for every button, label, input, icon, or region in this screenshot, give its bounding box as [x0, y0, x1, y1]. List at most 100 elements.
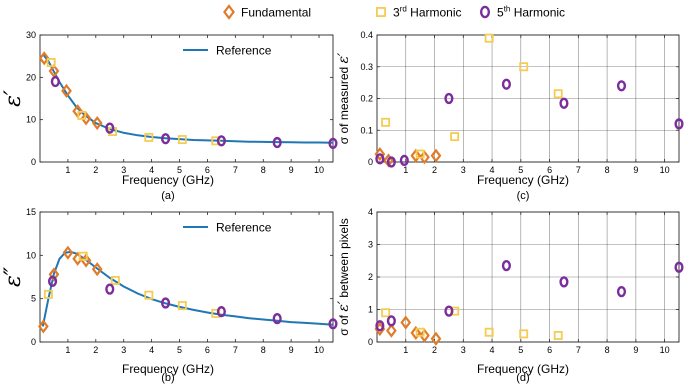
data-point-square	[553, 331, 563, 340]
data-point-circle	[386, 156, 396, 168]
data-point-circle	[328, 137, 338, 149]
data-point-square	[77, 110, 87, 120]
x-tick-label: 7	[233, 165, 238, 175]
data-point-diamond	[91, 115, 103, 131]
data-point-square	[519, 329, 529, 339]
data-point-square	[381, 308, 391, 318]
x-tick-label: 2	[432, 345, 437, 355]
x-tick-label: 10	[660, 345, 670, 355]
data-point-square	[484, 327, 494, 337]
panel-subcaption: (b)	[161, 372, 174, 384]
x-tick-label: 3	[121, 345, 126, 355]
x-tick-label: 7	[576, 345, 581, 355]
y-tick-label: 20	[26, 72, 36, 82]
x-tick-label: 6	[547, 345, 552, 355]
data-point-circle	[375, 320, 385, 332]
data-point-square	[415, 327, 425, 337]
x-tick-label: 9	[633, 165, 638, 175]
x-axis-label: Frequency (GHz)	[477, 173, 569, 187]
data-point-diamond	[91, 262, 103, 277]
data-point-square	[211, 136, 221, 146]
x-tick-label: 7	[576, 165, 581, 175]
x-tick-label: 1	[65, 345, 70, 355]
y-tick-label: 30	[26, 30, 36, 40]
y-tick-label: 15	[26, 207, 36, 217]
x-tick-label: 5	[518, 165, 523, 175]
x-tick-label: 2	[93, 345, 98, 355]
data-point-circle	[399, 154, 409, 167]
x-tick-label: 7	[233, 345, 238, 355]
data-point-circle	[216, 306, 226, 318]
data-point-circle	[105, 122, 115, 134]
y-tick-label: 0	[31, 157, 36, 167]
data-point-circle	[161, 297, 171, 309]
data-point-diamond	[374, 146, 386, 162]
data-point-circle	[50, 75, 60, 88]
chart-panel-2: 1 2 3 4 5 6 7 8 9 10 0 0.1 0.2 0.3 0.4 Frequency (GHz) (…	[336, 30, 684, 202]
y-tick-label: 4	[368, 207, 373, 217]
data-point-circle	[674, 118, 684, 130]
reference-legend-label: Reference	[216, 44, 272, 58]
data-point-square	[43, 289, 53, 299]
data-point-square	[519, 62, 529, 72]
axes-frame	[39, 211, 334, 343]
panel-subcaption: (d)	[516, 372, 529, 384]
y-tick-label: 0.4	[360, 30, 373, 40]
data-point-square	[450, 132, 460, 142]
legend-label-2: 5th Harmonic	[497, 5, 565, 20]
legend-marker-square	[376, 7, 386, 17]
x-tick-label: 3	[461, 165, 466, 175]
x-axis-label: Frequency (GHz)	[122, 362, 214, 376]
y-tick-label: 0	[31, 337, 36, 347]
data-point-circle	[386, 315, 396, 327]
chart-panel-1: 1 2 3 4 5 6 7 8 9 10 0 5 10 15 Frequency (GHz)(b) ε″ Ref…	[1, 207, 338, 384]
data-point-circle	[328, 318, 338, 330]
data-point-diamond	[410, 325, 422, 340]
x-tick-label: 4	[149, 345, 154, 355]
y-tick-label: 0.2	[360, 94, 373, 104]
data-point-square	[144, 290, 154, 300]
y-axis-label: σ of ε′ between pixels	[336, 218, 352, 336]
legend-label-0: Fundamental	[241, 6, 311, 20]
data-point-square	[78, 251, 88, 261]
data-point-diamond	[410, 148, 422, 163]
data-point-circle	[161, 133, 171, 145]
data-point-circle	[559, 97, 569, 109]
data-point-square	[553, 89, 563, 99]
chart-panel-3: 1 2 3 4 5 6 7 8 9 10 0 1 2 3 4 Frequency (GHz)(d) σ of ε…	[336, 207, 684, 384]
data-point-circle	[444, 305, 454, 317]
data-point-diamond	[38, 51, 50, 66]
x-tick-label: 6	[547, 165, 552, 175]
y-tick-label: 3	[368, 240, 373, 250]
x-tick-label: 6	[205, 345, 210, 355]
data-point-square	[144, 132, 154, 142]
y-tick-label: 10	[26, 115, 36, 125]
data-point-diamond	[61, 83, 72, 98]
data-point-square	[484, 33, 494, 43]
data-point-diamond	[80, 111, 92, 126]
data-point-diamond	[430, 331, 442, 346]
data-point-diamond	[419, 328, 430, 343]
data-point-circle	[616, 80, 627, 92]
data-point-diamond	[62, 245, 74, 260]
data-point-circle	[674, 261, 684, 273]
panel-subcaption: (a)	[161, 190, 174, 202]
x-tick-label: 1	[403, 165, 408, 175]
axes-frame	[39, 34, 334, 163]
x-tick-label: 9	[633, 345, 638, 355]
data-point-diamond	[48, 267, 60, 282]
y-tick-label: 10	[26, 250, 36, 260]
x-tick-label: 10	[660, 165, 670, 175]
chart-panel-0: 1 2 3 4 5 6 7 8 9 10 0 10 20 30 Frequency (GHz) (a) ε′ Re…	[1, 30, 338, 202]
x-axis-label: Frequency (GHz)	[122, 173, 214, 187]
x-tick-label: 10	[314, 345, 324, 355]
data-point-diamond	[37, 319, 49, 334]
x-tick-label: 2	[432, 165, 437, 175]
data-point-circle	[272, 312, 282, 325]
y-tick-label: 0.1	[360, 125, 373, 135]
y-tick-label: 0	[368, 157, 373, 167]
x-tick-label: 10	[314, 165, 324, 175]
x-tick-label: 4	[490, 165, 495, 175]
x-tick-label: 9	[289, 345, 294, 355]
data-point-circle	[559, 276, 569, 288]
